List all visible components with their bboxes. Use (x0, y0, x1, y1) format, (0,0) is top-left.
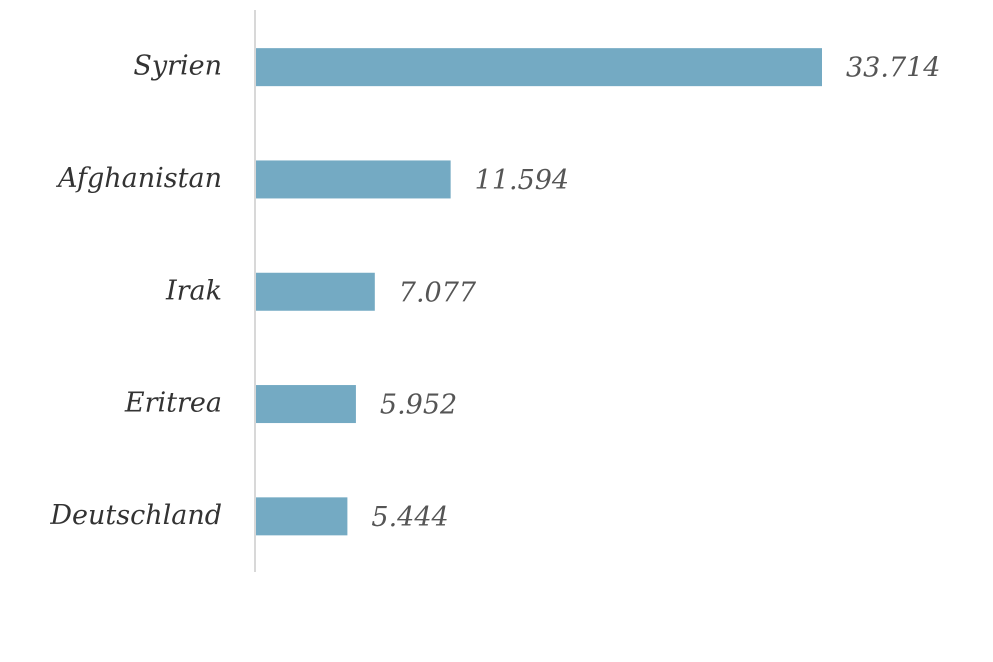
category-label: Deutschland (49, 500, 222, 531)
category-label: Irak (165, 275, 222, 306)
bar (256, 272, 375, 311)
category-label: Syrien (133, 51, 222, 82)
value-label: 7.077 (399, 277, 477, 308)
bar (256, 385, 356, 424)
value-label: 33.714 (846, 53, 940, 84)
value-label: 5.444 (371, 502, 448, 533)
value-label: 5.952 (380, 390, 457, 421)
bar (256, 48, 822, 87)
bar (256, 160, 451, 199)
bar (256, 497, 348, 536)
category-label: Afghanistan (55, 163, 222, 194)
category-label: Eritrea (124, 388, 222, 419)
value-label: 11.594 (475, 165, 569, 196)
